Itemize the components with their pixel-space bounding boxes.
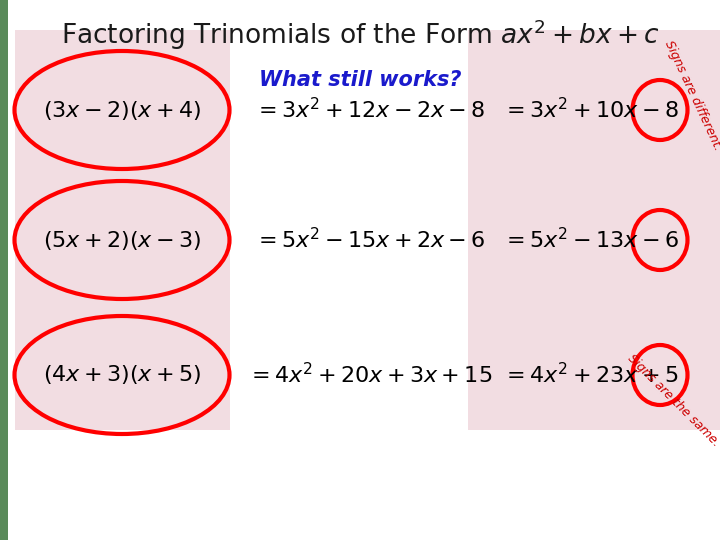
Text: $= 4x^2+20x+3x+15$: $= 4x^2+20x+3x+15$ xyxy=(248,362,492,388)
Text: Signs are the same.: Signs are the same. xyxy=(625,352,720,450)
Text: $(5x+2)(x-3)$: $(5x+2)(x-3)$ xyxy=(43,228,201,252)
Text: $= 3x^2+12x-2x-8$: $= 3x^2+12x-2x-8$ xyxy=(254,97,486,123)
Text: Factoring Trinomials of the Form $ax^2 + bx + c$: Factoring Trinomials of the Form $ax^2 +… xyxy=(60,18,660,52)
Bar xyxy=(468,30,720,430)
Bar xyxy=(0,0,8,540)
Text: Signs are different.: Signs are different. xyxy=(662,39,720,153)
Text: $(3x-2)(x+4)$: $(3x-2)(x+4)$ xyxy=(43,98,201,122)
Text: $= 5x^2-15x+2x-6$: $= 5x^2-15x+2x-6$ xyxy=(254,227,486,253)
Text: $= 4x^2+23x+5$: $= 4x^2+23x+5$ xyxy=(502,362,678,388)
Text: $(4x+3)(x+5)$: $(4x+3)(x+5)$ xyxy=(43,363,201,387)
Bar xyxy=(15,30,230,430)
Text: What still works?: What still works? xyxy=(258,70,462,90)
Text: $= 5x^2-13x-6$: $= 5x^2-13x-6$ xyxy=(502,227,678,253)
Text: $= 3x^2+10x-8$: $= 3x^2+10x-8$ xyxy=(502,97,678,123)
